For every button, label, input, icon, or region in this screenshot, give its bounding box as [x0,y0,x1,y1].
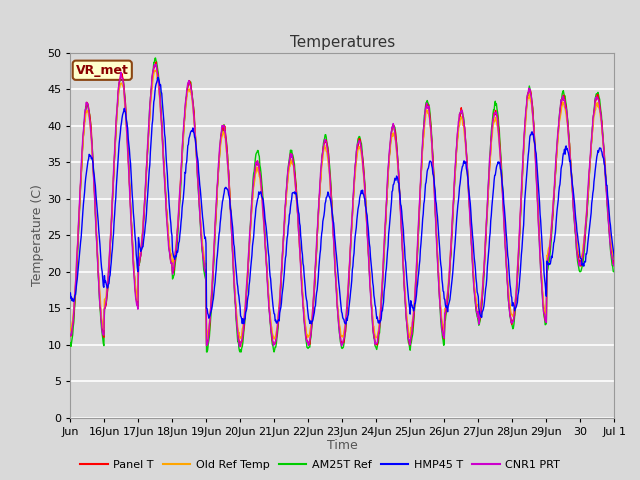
Text: VR_met: VR_met [76,64,129,77]
Y-axis label: Temperature (C): Temperature (C) [31,184,44,286]
X-axis label: Time: Time [327,439,358,453]
Title: Temperatures: Temperatures [290,35,395,50]
Legend: Panel T, Old Ref Temp, AM25T Ref, HMP45 T, CNR1 PRT: Panel T, Old Ref Temp, AM25T Ref, HMP45 … [76,456,564,474]
